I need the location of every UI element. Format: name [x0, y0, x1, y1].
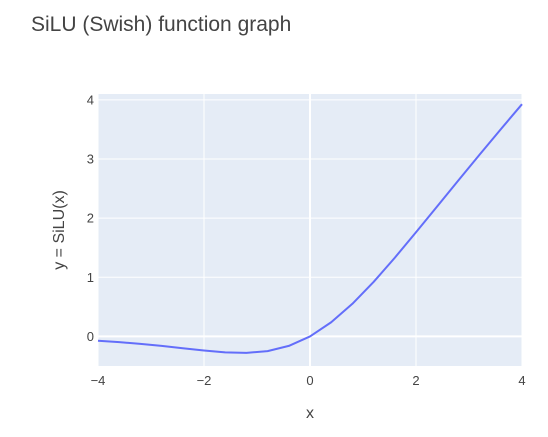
y-tick-label: 0: [87, 329, 94, 344]
y-axis-title: y = SiLU(x): [51, 190, 68, 270]
y-tick-label: 2: [87, 211, 94, 226]
x-tick-label: 0: [306, 373, 313, 388]
x-tick-label: 4: [518, 373, 525, 388]
series-line: [97, 103, 523, 354]
y-tick-labels: 0 1 2 3 4: [87, 92, 94, 344]
x-tick-label: −4: [91, 373, 106, 388]
y-tick-label: 1: [87, 270, 94, 285]
x-axis-title: x: [306, 405, 314, 422]
x-tick-label: −2: [197, 373, 212, 388]
x-tick-label: 2: [412, 373, 419, 388]
y-tick-label: 3: [87, 152, 94, 167]
y-tick-label: 4: [87, 92, 94, 107]
series-layer: [97, 103, 523, 354]
x-tick-labels: −4 −2 0 2 4: [91, 373, 526, 388]
chart-title: SiLU (Swish) function graph: [31, 13, 291, 36]
